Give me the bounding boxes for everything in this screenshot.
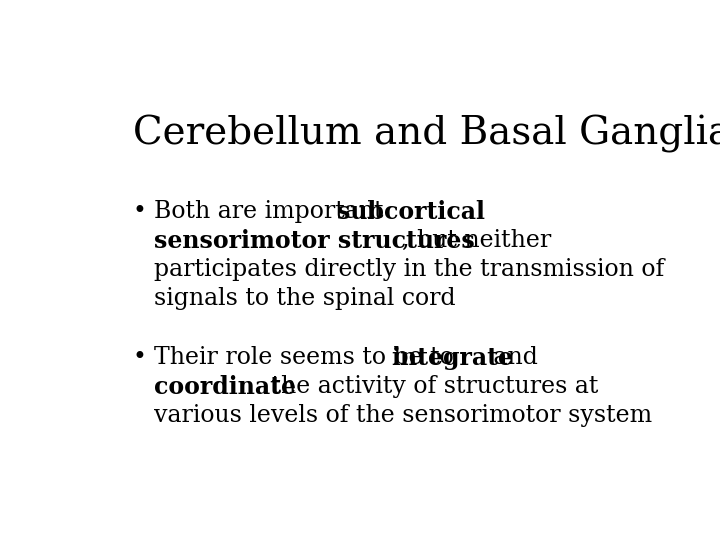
Text: signals to the spinal cord: signals to the spinal cord	[153, 287, 455, 310]
Text: participates directly in the transmission of: participates directly in the transmissio…	[153, 258, 664, 281]
Text: the activity of structures at: the activity of structures at	[264, 375, 598, 398]
Text: Cerebellum and Basal Ganglia: Cerebellum and Basal Ganglia	[132, 115, 720, 153]
Text: integrate: integrate	[392, 346, 513, 370]
Text: and: and	[486, 346, 538, 369]
Text: sensorimotor structures: sensorimotor structures	[153, 229, 474, 253]
Text: Their role seems to be to: Their role seems to be to	[153, 346, 461, 369]
Text: Both are important: Both are important	[153, 200, 390, 222]
Text: subcortical: subcortical	[337, 200, 485, 224]
Text: •: •	[132, 200, 146, 222]
Text: , but neither: , but neither	[402, 229, 552, 252]
Text: •: •	[132, 346, 146, 369]
Text: various levels of the sensorimotor system: various levels of the sensorimotor syste…	[153, 404, 652, 427]
Text: coordinate: coordinate	[153, 375, 295, 399]
